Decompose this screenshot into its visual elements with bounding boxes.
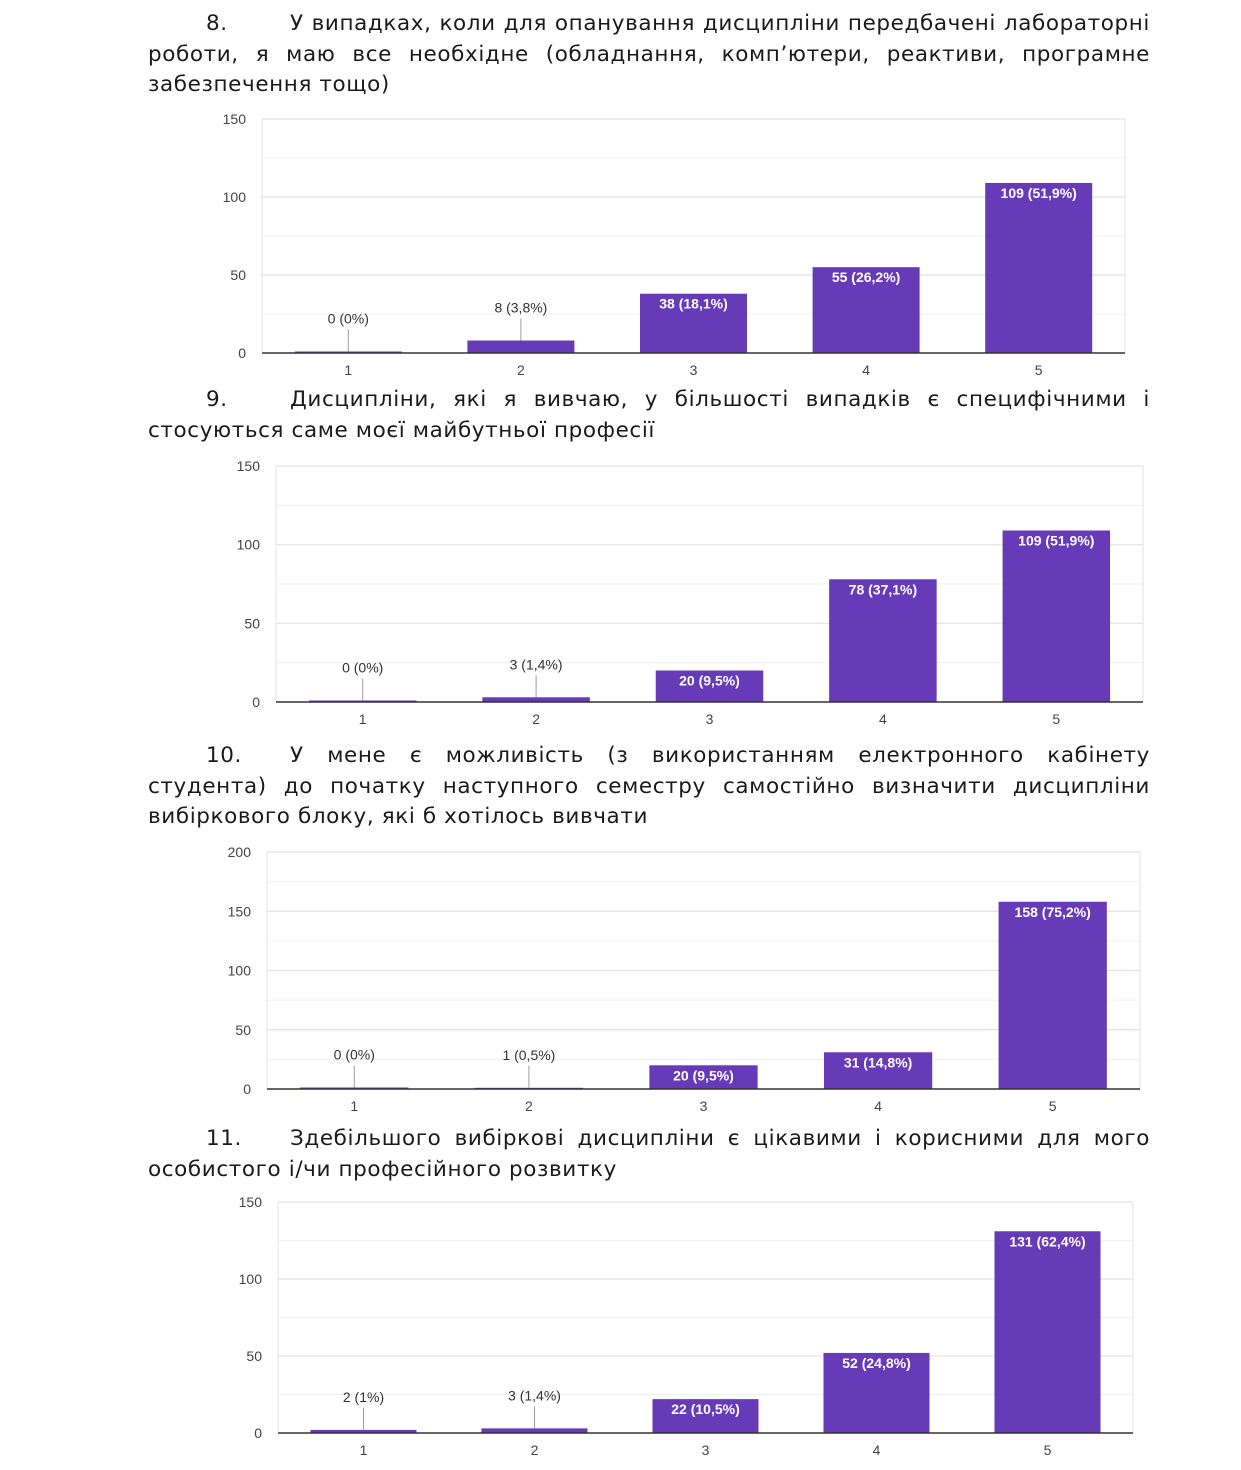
question-10: 10. У мене є можливість (з використанням …	[148, 741, 1150, 833]
y-tick-label: 100	[237, 537, 261, 553]
bar	[998, 901, 1107, 1089]
bar	[310, 1429, 417, 1433]
bar	[481, 1428, 588, 1433]
bar	[655, 670, 764, 702]
x-tick-label: 5	[1035, 362, 1043, 378]
y-tick-label: 0	[243, 1081, 251, 1097]
data-label: 109 (51,9%)	[1018, 533, 1094, 549]
data-label: 1 (0,5%)	[502, 1047, 555, 1063]
x-tick-label: 5	[1044, 1442, 1052, 1458]
data-label: 22 (10,5%)	[671, 1401, 739, 1417]
question-11: 11. Здебільшого вибіркові дисципліни є ці…	[148, 1124, 1150, 1185]
y-tick-label: 150	[228, 903, 252, 919]
bar	[652, 1399, 759, 1433]
data-label: 3 (1,4%)	[508, 1387, 561, 1403]
data-label: 8 (3,8%)	[494, 300, 547, 316]
x-tick-label: 5	[1049, 1098, 1057, 1114]
y-tick-label: 50	[244, 615, 260, 631]
y-tick-label: 150	[239, 1194, 263, 1210]
x-tick-label: 3	[700, 1098, 708, 1114]
data-label: 52 (24,8%)	[842, 1355, 910, 1371]
x-tick-label: 2	[525, 1098, 533, 1114]
bar	[985, 182, 1093, 353]
x-tick-label: 1	[360, 1442, 368, 1458]
bar-chart-q9: 0 50 100 150 0 (0%) 1 3 (1,4%) 2 20 (9,5%) 3 78 (3…	[237, 458, 1144, 727]
data-label: 20 (9,5%)	[679, 673, 740, 689]
x-tick-label: 3	[706, 711, 714, 727]
data-label: 3 (1,4%)	[510, 656, 563, 672]
x-tick-label: 4	[874, 1098, 882, 1114]
question-text: Дисципліни, які я вивчаю, у більшості ви…	[148, 387, 1150, 443]
data-label: 20 (9,5%)	[673, 1067, 734, 1083]
y-tick-label: 0	[254, 1425, 262, 1441]
data-label: 0 (0%)	[328, 311, 369, 327]
question-8: 8. У випадках, коли для опанування дисцип…	[148, 9, 1150, 101]
x-tick-label: 1	[350, 1098, 358, 1114]
x-tick-label: 4	[862, 362, 870, 378]
x-tick-label: 3	[702, 1442, 710, 1458]
data-label: 2 (1%)	[343, 1389, 384, 1405]
y-tick-label: 100	[228, 963, 252, 979]
question-number: 8.	[206, 11, 228, 36]
bar-chart-q10: 0 50 100 150 200 0 (0%) 1 1 (0,5%) 2 20 (9,5%) 3 31…	[228, 844, 1141, 1114]
bar	[1002, 530, 1111, 702]
question-number: 11.	[206, 1126, 242, 1151]
x-tick-label: 2	[517, 362, 525, 378]
data-label: 0 (0%)	[334, 1047, 375, 1063]
question-text: Здебільшого вибіркові дисципліни є цікав…	[148, 1126, 1150, 1182]
data-label: 158 (75,2%)	[1015, 904, 1091, 920]
bar	[467, 340, 575, 353]
data-label: 78 (37,1%)	[849, 581, 917, 597]
data-label: 109 (51,9%)	[1001, 185, 1077, 201]
bar	[812, 267, 920, 353]
bar	[829, 579, 937, 702]
bar	[823, 1052, 933, 1089]
data-label: 55 (26,2%)	[832, 269, 900, 285]
x-tick-label: 2	[532, 711, 540, 727]
y-tick-label: 50	[230, 267, 246, 283]
y-tick-label: 100	[223, 189, 247, 205]
data-label: 131 (62,4%)	[1009, 1233, 1085, 1249]
x-tick-label: 2	[531, 1442, 539, 1458]
bar	[639, 293, 748, 353]
bar	[482, 697, 590, 702]
y-tick-label: 100	[239, 1271, 263, 1287]
x-tick-label: 3	[690, 362, 698, 378]
y-tick-label: 0	[238, 345, 246, 361]
x-tick-label: 4	[879, 711, 887, 727]
bar	[649, 1065, 758, 1089]
y-tick-label: 50	[246, 1348, 262, 1364]
y-tick-label: 200	[228, 844, 252, 860]
bar-chart-q11: 0 50 100 150 2 (1%) 1 3 (1,4%) 2 22 (10,5%) 3 52 (…	[239, 1194, 1134, 1458]
data-label: 31 (14,8%)	[844, 1054, 912, 1070]
question-text: У мене є можливість (з використанням еле…	[148, 743, 1150, 829]
question-number: 9.	[206, 387, 228, 412]
y-tick-label: 150	[223, 111, 247, 127]
bar-chart-q8: 0 50 100 150 0 (0%) 1 8 (3,8%) 2 38 (18,1%) 3 55 (…	[223, 111, 1126, 378]
y-tick-label: 0	[252, 694, 260, 710]
y-tick-label: 150	[237, 458, 261, 474]
bar	[823, 1352, 930, 1433]
x-tick-label: 4	[873, 1442, 881, 1458]
question-number: 10.	[206, 743, 242, 768]
question-text: У випадках, коли для опанування дисциплі…	[148, 11, 1150, 97]
question-9: 9. Дисципліни, які я вивчаю, у більшості …	[148, 385, 1150, 446]
x-tick-label: 5	[1052, 711, 1060, 727]
x-tick-label: 1	[344, 362, 352, 378]
data-label: 38 (18,1%)	[659, 296, 727, 312]
y-tick-label: 50	[235, 1022, 251, 1038]
data-label: 0 (0%)	[342, 660, 383, 676]
x-tick-label: 1	[359, 711, 367, 727]
bar	[994, 1231, 1101, 1433]
